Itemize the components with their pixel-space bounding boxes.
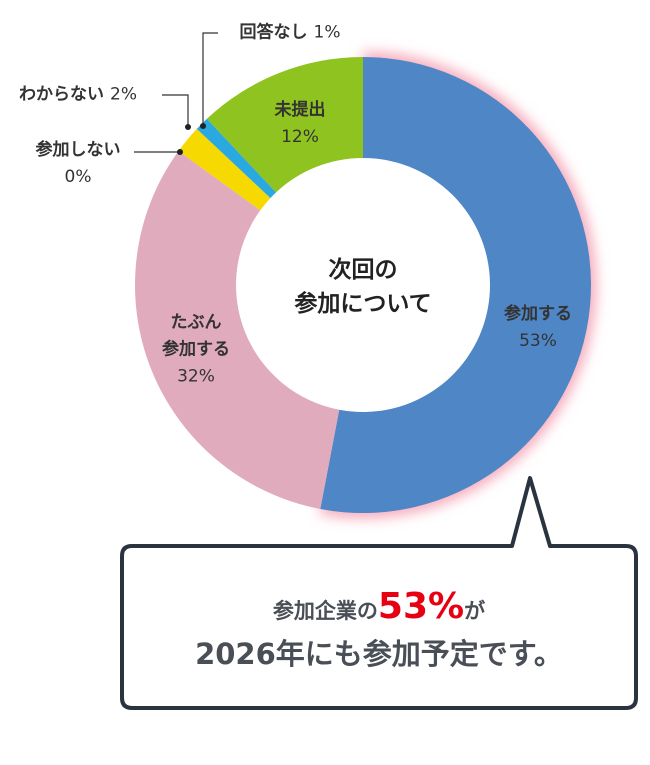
text: が	[464, 598, 486, 623]
callout: 参加企業の53%が 2026年にも参加予定です。	[122, 550, 636, 708]
dot	[200, 123, 206, 129]
slice	[206, 57, 363, 193]
slice-label: 回答なし 1%	[240, 20, 341, 47]
callout-box	[120, 476, 638, 710]
value-label: 12%	[281, 127, 319, 147]
leader	[202, 32, 218, 126]
donut	[134, 53, 595, 517]
slice-label: たぶん 参加する 32%	[162, 310, 230, 391]
leaders	[134, 32, 218, 153]
slice-label: 参加する 53%	[504, 301, 572, 355]
slice	[196, 118, 277, 199]
category-label: 参加しない	[35, 140, 121, 160]
value-label: 0%	[64, 167, 92, 187]
callout-line: 2026年にも参加予定です。	[195, 636, 563, 671]
slice	[134, 150, 340, 509]
category-label: 参加する	[504, 304, 572, 324]
highlight: 53%	[377, 585, 465, 627]
category-label: わからない	[19, 84, 105, 105]
slice-label: 参加しない 0%	[36, 137, 121, 191]
slice	[178, 128, 271, 211]
chart-title: 次回の 参加について	[294, 257, 432, 317]
slice-label: わからない 2%	[19, 82, 137, 109]
leader-dots	[177, 123, 206, 155]
leader	[162, 94, 189, 127]
slice-label: 未提出 12%	[275, 97, 326, 151]
value-label: 53%	[519, 331, 557, 351]
callout-line: 参加企業の53%が	[273, 586, 485, 627]
dot	[177, 149, 183, 155]
dot	[185, 124, 191, 130]
slice	[320, 57, 592, 513]
category-label: たぶん 参加する	[162, 312, 230, 360]
text: 参加企業の	[272, 598, 378, 623]
value-label: 2%	[110, 84, 137, 105]
category-label: 回答なし	[239, 22, 308, 43]
category-label: 未提出	[274, 100, 326, 120]
value-label: 32%	[177, 366, 215, 387]
value-label: 1%	[313, 22, 341, 43]
